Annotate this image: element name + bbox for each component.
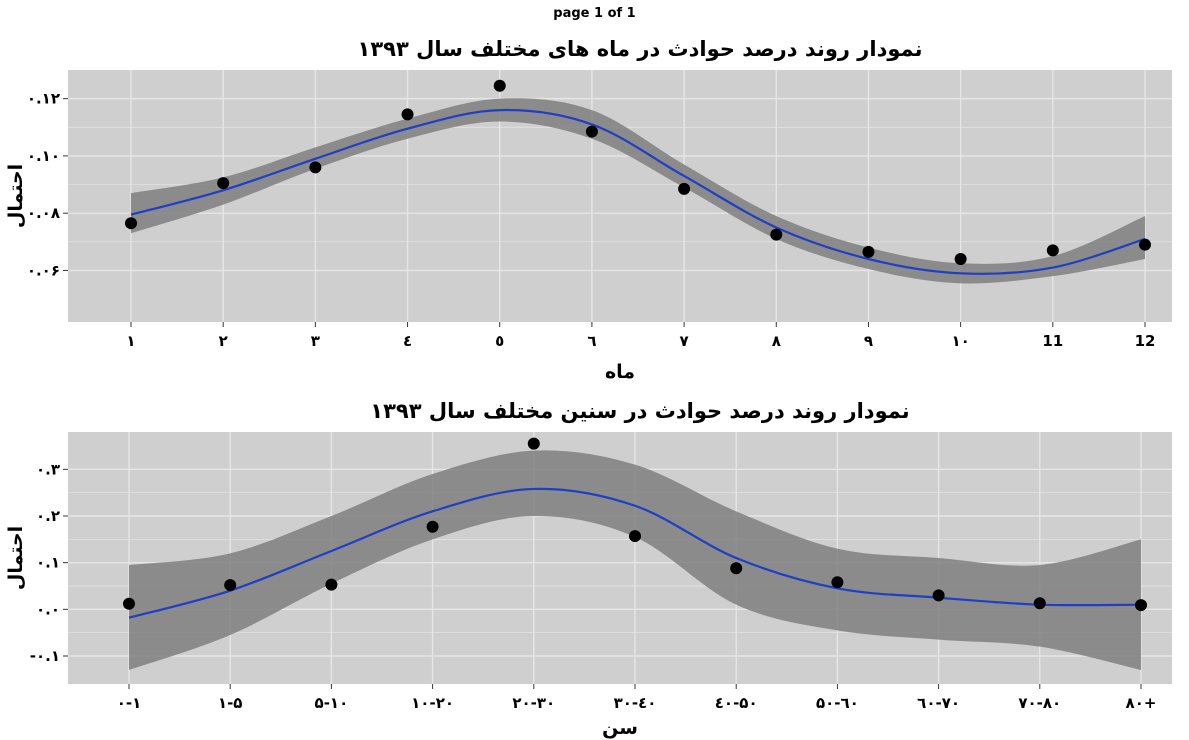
data-point [426,520,439,533]
data-point [730,562,743,575]
chart-title: نمودار روند درصد حوادث در سنین مختلف سال… [370,399,909,423]
x-tick-label: ۰-۱ [117,694,142,712]
data-point [678,182,691,195]
x-tick-label: ۷ [680,332,689,350]
data-point [770,228,783,241]
data-point [1046,244,1059,257]
x-tick-label: ٦۰-۷۰ [917,694,960,712]
data-point [325,578,338,591]
data-point [217,177,230,190]
x-tick-label: ۹ [864,332,873,350]
x-tick-label: ۲ [219,332,228,350]
data-point [224,579,237,592]
x-tick-label: ٥ [495,332,504,350]
data-point [932,589,945,602]
x-axis-label: ماه [605,361,635,383]
x-tick-label: ٦ [587,332,596,350]
data-point [527,437,540,450]
data-point [1033,597,1046,610]
confidence-band [129,450,1141,670]
x-tick-label: ۱۰ [951,332,969,350]
y-tick-label: ۰.۱۲ [27,90,60,108]
x-tick-label: ۳ [311,332,320,350]
page-label: page 1 of 1 [553,6,636,21]
data-point [125,217,137,230]
x-tick-label: ۱-۵ [218,694,243,712]
y-tick-label: ۰.۰ [36,600,60,618]
x-tick-label: ۱۰-۲۰ [411,694,454,712]
age-chart: نمودار روند درصد حوادث در سنین مختلف سال… [5,399,1172,739]
x-tick-label: ۳۰-٤۰ [614,694,657,712]
y-tick-label: ۰.۱ [36,554,60,572]
data-point [862,245,875,258]
x-tick-label: ۱ [126,332,135,350]
monthly-chart: نمودار روند درصد حوادث در ماه های مختلف … [5,37,1172,383]
x-tick-label: ۷۰-۸۰ [1018,694,1061,712]
x-tick-label: 12 [1135,332,1156,350]
x-tick-label: ۵۰-٦۰ [816,694,859,712]
data-point [1139,238,1151,251]
x-tick-label: ۵-۱۰ [315,694,349,712]
y-axis-label: احتمال [5,164,27,228]
smooth-line [130,108,1146,275]
y-tick-label: ۰.۱۰ [27,147,60,165]
confidence-band [131,98,1145,284]
data-point [954,253,967,265]
x-axis-label: سن [602,717,638,739]
data-point [585,125,598,138]
data-point [401,108,414,121]
y-tick-label: ۰.۲ [36,507,60,525]
data-point [123,597,135,610]
data-point [1135,599,1147,612]
y-tick-label: ۰.۰۶ [27,261,60,279]
data-point [831,576,844,589]
x-tick-label: ٤۰-۵۰ [715,694,758,712]
y-tick-label: ۰.۰۸ [27,204,60,222]
y-axis-label: احتمال [5,526,27,590]
x-tick-label: ۲۰-۳۰ [512,694,555,712]
data-point [629,530,641,543]
x-tick-label: 11 [1042,332,1063,350]
x-tick-label: ۸۰+ [1126,694,1157,712]
y-tick-label: -۰.۱ [30,647,60,665]
x-tick-label: ۸ [772,332,781,350]
x-tick-label: ٤ [403,332,412,350]
chart-title: نمودار روند درصد حوادث در ماه های مختلف … [358,37,923,61]
y-tick-label: ۰.۳ [36,460,60,478]
data-point [309,161,322,174]
data-point [493,79,506,92]
smooth-line [128,487,1142,619]
